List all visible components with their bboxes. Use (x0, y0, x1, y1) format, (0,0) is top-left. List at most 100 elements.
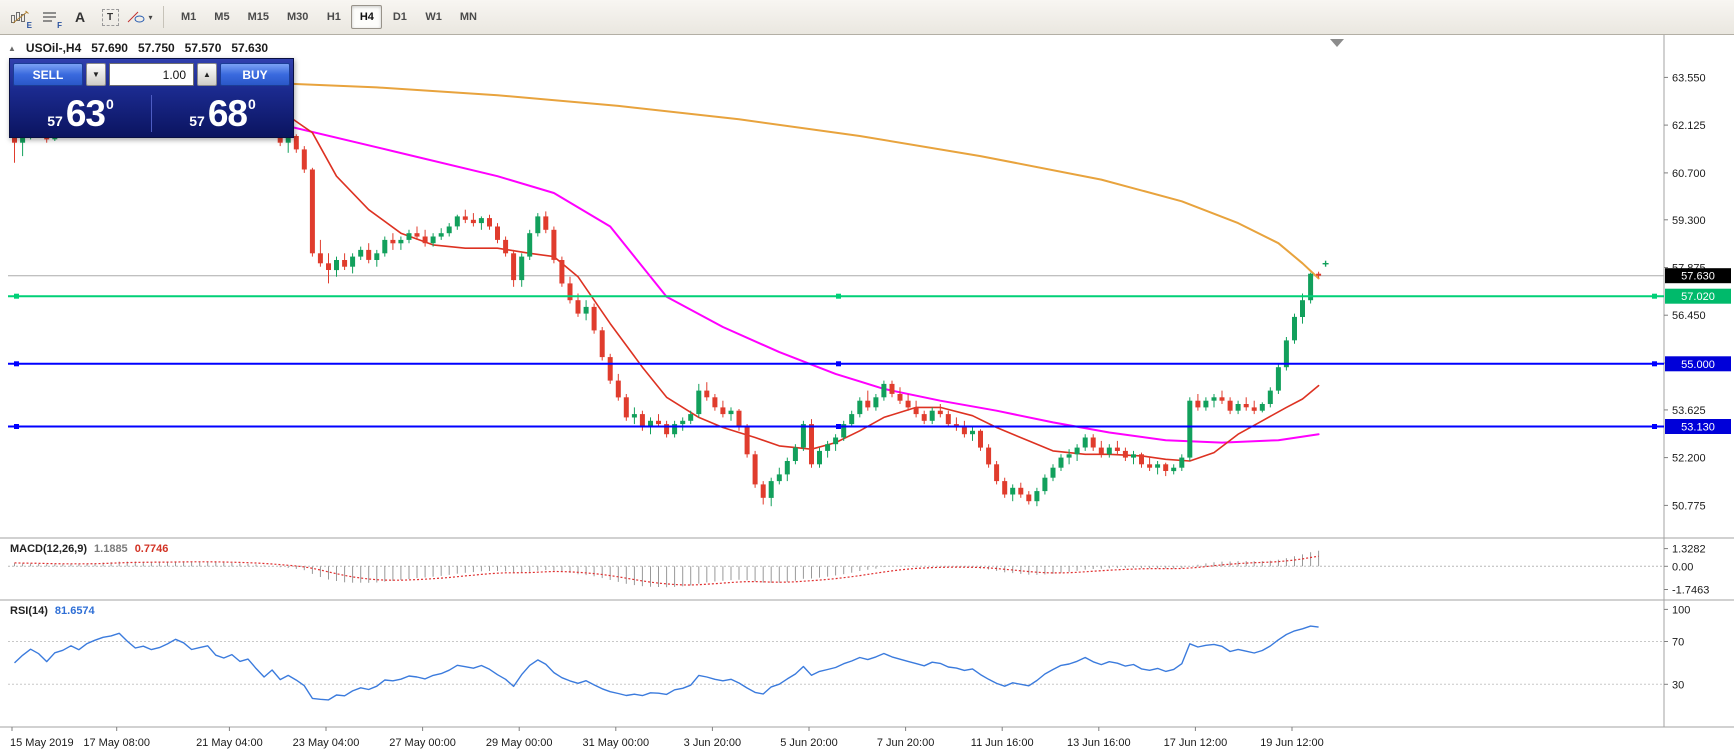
timeframe-m15[interactable]: M15 (240, 5, 277, 29)
time-axis-label: 13 Jun 16:00 (1067, 737, 1131, 749)
macd-axis-label: 1.3282 (1672, 544, 1706, 556)
ohlc-low: 57.570 (184, 41, 222, 55)
price-divider (151, 95, 152, 132)
volume-decrease-button[interactable]: ▼ (86, 63, 106, 86)
price-badge-57.630 (1665, 268, 1731, 284)
ohlc-high: 57.750 (137, 41, 175, 55)
rsi-name: RSI(14) (10, 605, 48, 617)
sell-price-big: 63 (65, 92, 106, 134)
hline-handle (14, 293, 19, 299)
rsi-axis-label: 30 (1672, 679, 1684, 691)
time-axis-label: 5 Jun 20:00 (780, 737, 838, 749)
toolbar-icon-group: E F A T ▾ (6, 5, 154, 30)
buy-price-button[interactable]: 57 68 0 (152, 90, 293, 137)
letter-t-glyph: T (101, 8, 119, 26)
list-lines-glyph (43, 12, 56, 22)
time-axis-label: 31 May 00:00 (582, 737, 649, 749)
timeframe-m5[interactable]: M5 (206, 5, 237, 29)
buy-price-big: 68 (207, 92, 248, 134)
price-axis-label: 60.700 (1672, 168, 1706, 180)
candles (12, 77, 1322, 507)
price-badges: 57.630 57.020 55.000 53.130 (1665, 268, 1731, 434)
timeframe-group: M1 M5 M15 M30 H1 H4 D1 W1 MN (173, 5, 485, 29)
time-axis-label: 17 Jun 12:00 (1164, 737, 1228, 749)
ohlc-close: 57.630 (231, 41, 269, 55)
time-axis-label: 7 Jun 20:00 (877, 737, 935, 749)
time-axis-label: 17 May 08:00 (83, 737, 150, 749)
sell-button[interactable]: SELL (13, 63, 83, 86)
hline-handle (1652, 361, 1657, 367)
timeframe-m1[interactable]: M1 (173, 5, 204, 29)
macd-name: MACD(12,26,9) (10, 543, 88, 555)
price-axis-label: 63.550 (1672, 72, 1706, 84)
ma-red (13, 98, 1320, 462)
rsi-label: RSI(14) 81.6574 (10, 605, 95, 617)
buy-button[interactable]: BUY (220, 63, 290, 86)
one-click-trading-panel: SELL ▼ ▲ BUY 57 63 0 57 68 0 (9, 58, 294, 138)
toolbar: E F A T ▾ M1 M5 M15 M30 H1 H4 D1 W1 MN (0, 0, 1734, 35)
timeframe-d1[interactable]: D1 (384, 5, 415, 29)
expert-chart-icon[interactable]: E (6, 5, 34, 30)
shapes-tool-icon[interactable]: ▾ (126, 5, 154, 30)
timeframe-h1[interactable]: H1 (318, 5, 349, 29)
macd-label: MACD(12,26,9) 1.1885 0.7746 (10, 543, 168, 555)
ohlc-open: 57.690 (91, 41, 128, 55)
price-axis-label: 52.200 (1672, 453, 1706, 465)
timeframe-mn[interactable]: MN (452, 5, 485, 29)
icon-badge: E (26, 20, 32, 30)
sell-price-button[interactable]: 57 63 0 (10, 90, 151, 137)
time-axis-label: 21 May 04:00 (196, 737, 263, 749)
time-axis-label: 11 Jun 16:00 (971, 737, 1034, 749)
ma-magenta (13, 98, 1320, 444)
timeframe-h4[interactable]: H4 (351, 5, 383, 29)
svg-text:57.020: 57.020 (1681, 291, 1715, 303)
label-tool-icon[interactable]: A (66, 5, 94, 30)
time-axis-label: 3 Jun 20:00 (684, 737, 742, 749)
time-axis-label: 15 May 2019 (10, 737, 74, 749)
textbox-tool-icon[interactable]: T (96, 5, 124, 30)
price-axis-label: 53.625 (1672, 405, 1706, 417)
macd-pane: 1.3282 0.00 -1.7463 (8, 544, 1709, 597)
macd-histogram (14, 550, 1320, 588)
svg-text:57.630: 57.630 (1681, 271, 1715, 283)
rsi-line (14, 625, 1319, 701)
letter-a-glyph: A (74, 9, 86, 25)
sell-price-prefix: 57 (47, 113, 63, 129)
price-badge-53.130 (1665, 419, 1731, 434)
macd-axis-label: -1.7463 (1672, 585, 1709, 597)
price-axis-label: 50.775 (1672, 500, 1706, 512)
objects-window-icon[interactable]: F (36, 5, 64, 30)
rsi-axis-label: 100 (1672, 604, 1690, 616)
ma-orange (13, 77, 1320, 280)
buy-price-prefix: 57 (189, 113, 205, 129)
hline-handle (1652, 293, 1657, 299)
price-axis-label: 56.450 (1672, 310, 1706, 322)
chart-shift-marker[interactable] (1330, 39, 1344, 47)
macd-axis-label: 0.00 (1672, 561, 1693, 573)
macd-signal-line (14, 555, 1319, 586)
rsi-value: 81.6574 (54, 605, 95, 617)
timeframe-w1[interactable]: W1 (417, 5, 450, 29)
dropdown-caret-icon: ▾ (148, 12, 153, 22)
price-axis-label: 59.300 (1672, 215, 1706, 227)
price-badge-57.020 (1665, 288, 1731, 304)
plot-content[interactable] (8, 77, 1664, 507)
volume-input[interactable] (109, 63, 194, 86)
toolbar-separator (163, 6, 164, 28)
time-axis-label: 23 May 04:00 (293, 737, 360, 749)
sell-price-pip: 0 (105, 96, 114, 112)
hline-handle (836, 361, 841, 367)
macd-signal-value: 0.7746 (134, 543, 169, 555)
price-axis-label: 62.125 (1672, 120, 1706, 132)
rsi-pane: 100 70 30 (8, 604, 1690, 701)
chart-header: ▲ USOil-,H4 57.690 57.750 57.570 57.630 (8, 41, 268, 55)
timeframe-m30[interactable]: M30 (279, 5, 316, 29)
volume-increase-button[interactable]: ▲ (197, 63, 217, 86)
last-bar-marker (1322, 260, 1329, 267)
hline-handle (14, 424, 19, 429)
price-badge-55.000 (1665, 356, 1731, 372)
collapse-marker-icon[interactable]: ▲ (8, 43, 16, 53)
time-axis[interactable]: 15 May 2019 17 May 08:00 21 May 04:00 23 Ma… (10, 727, 1324, 749)
